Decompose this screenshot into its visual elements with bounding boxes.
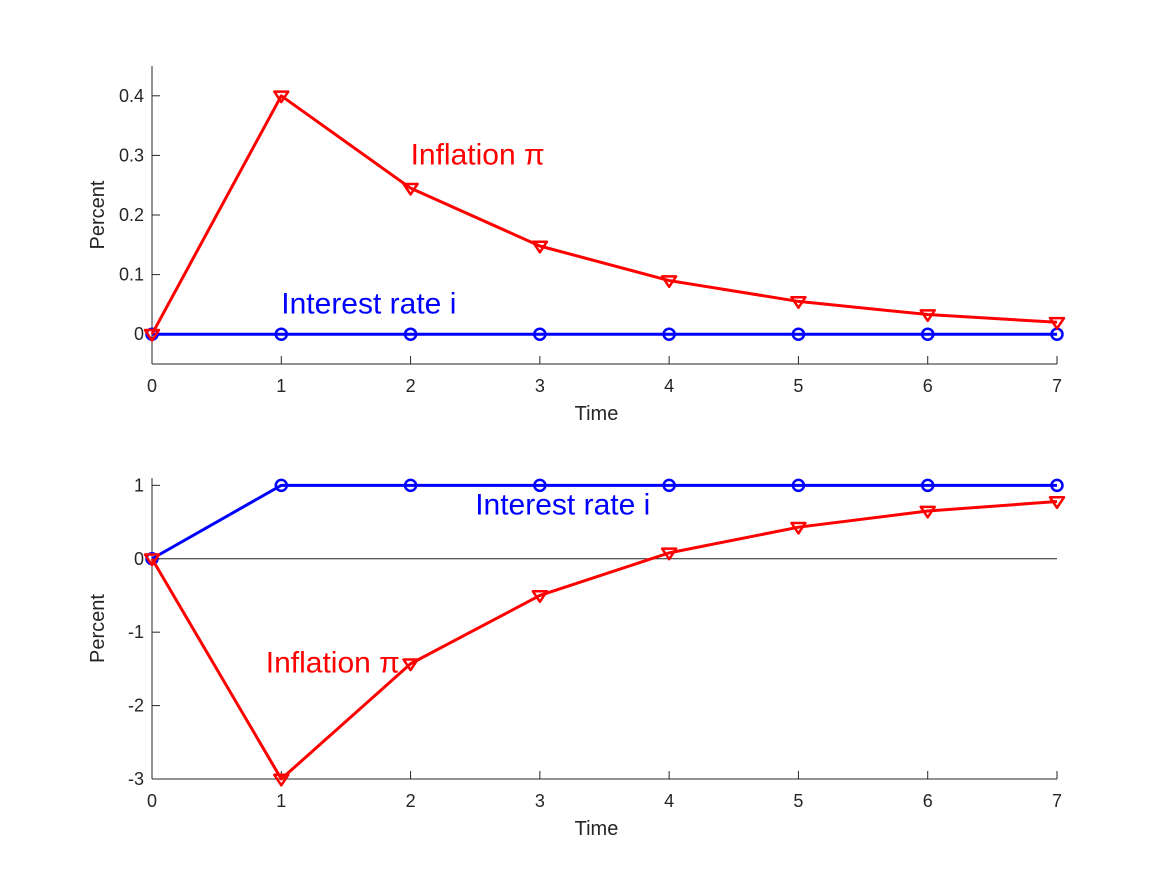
data-point-triangle [1048, 496, 1066, 510]
x-tick-label: 6 [923, 376, 933, 396]
y-tick-label: 0.4 [119, 86, 144, 106]
data-point-triangle [531, 590, 549, 604]
x-tick-label: 1 [276, 376, 286, 396]
x-tick-label: 2 [406, 791, 416, 811]
x-tick-label: 7 [1052, 791, 1062, 811]
annotation-label: Inflation π [266, 647, 400, 680]
data-point-circle [920, 327, 935, 341]
series-line-1 [151, 483, 1057, 561]
data-point-circle [662, 478, 676, 493]
data-point-circle [403, 327, 418, 341]
x-tick-label: 3 [535, 376, 545, 396]
y-axis-label: Percent [87, 180, 109, 249]
x-tick-label: 4 [664, 791, 674, 811]
data-point-circle [791, 327, 806, 341]
data-point-triangle [1048, 316, 1066, 330]
x-tick-label: 4 [664, 376, 674, 396]
data-point-triangle [660, 547, 678, 561]
x-tick-label: 0 [147, 376, 157, 396]
data-point-circle [533, 327, 547, 341]
x-tick-label: 3 [535, 791, 545, 811]
data-point-circle [920, 478, 935, 493]
y-axis-label: Percent [87, 594, 109, 663]
data-point-triangle [402, 182, 419, 196]
x-tick-label: 7 [1052, 376, 1062, 396]
y-tick-label: 0.3 [119, 145, 144, 165]
data-point-triangle [919, 309, 936, 323]
y-tick-label: 0.2 [119, 205, 144, 225]
data-point-circle [274, 327, 289, 341]
y-tick-label: 1 [134, 475, 144, 495]
y-tick-label: -2 [128, 696, 144, 716]
x-tick-label: 5 [793, 791, 803, 811]
x-tick-label: 0 [147, 791, 157, 811]
data-point-triangle [143, 553, 161, 567]
data-point-circle [1050, 478, 1064, 493]
series-line-2 [150, 499, 1058, 781]
series-line-2 [150, 94, 1058, 335]
x-axis-label: Time [575, 403, 619, 425]
data-point-triangle [919, 505, 936, 519]
data-point-triangle [531, 240, 549, 254]
data-point-circle [791, 478, 806, 493]
data-point-circle [274, 478, 289, 493]
data-point-circle [403, 478, 418, 493]
y-tick-label: -1 [128, 622, 144, 642]
x-tick-label: 2 [406, 376, 416, 396]
y-tick-label: 0 [134, 549, 144, 569]
y-tick-label: -3 [128, 769, 144, 789]
x-tick-label: 5 [793, 376, 803, 396]
data-point-triangle [660, 275, 678, 289]
y-tick-label: 0.1 [119, 265, 144, 285]
data-point-triangle [790, 295, 807, 309]
subplot-2: 0 1 2 3 4 5 6 7 -3 -2 -1 0 1 Time Percent Interest rate… [87, 475, 1066, 840]
y-tick-label: 0 [134, 324, 144, 344]
data-point-triangle [143, 328, 161, 342]
data-point-triangle [402, 658, 419, 672]
x-tick-label: 1 [276, 791, 286, 811]
annotation-label: Interest rate i [281, 287, 456, 320]
x-tick-label: 6 [923, 791, 933, 811]
annotation-label: Interest rate i [475, 489, 650, 522]
x-axis-label: Time [575, 818, 619, 840]
data-point-triangle [273, 90, 290, 104]
data-point-triangle [273, 773, 290, 787]
subplot-1: 0 1 2 3 4 5 6 7 0 0.1 0.2 0.3 0.4 Time Percent Interest… [87, 66, 1066, 425]
data-point-triangle [790, 521, 807, 535]
annotation-label: Inflation π [411, 138, 545, 171]
data-point-circle [533, 478, 547, 493]
data-point-circle [662, 327, 676, 341]
